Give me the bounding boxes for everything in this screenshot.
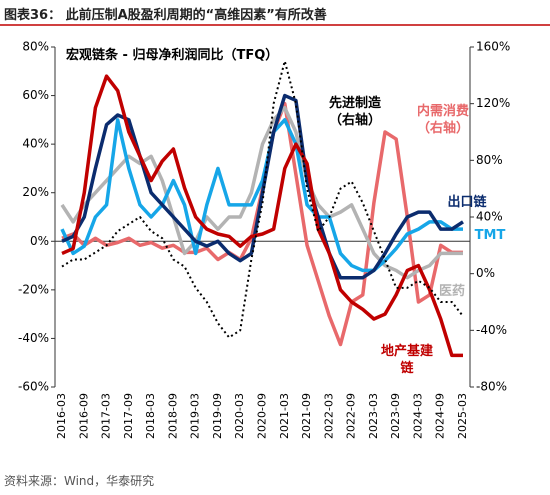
x-tick-label: 2019-03: [189, 393, 202, 439]
y2-tick-label: -80%: [476, 380, 507, 394]
chart-title: 图表36： 此前压制A股盈利周期的“高维因素”有所改善: [4, 8, 327, 23]
y2-tick-label: 40%: [476, 210, 503, 224]
x-tick-label: 2019-09: [211, 393, 224, 439]
y-tick-label: -60%: [18, 380, 49, 394]
x-tick-label: 2016-03: [55, 393, 68, 439]
y2-tick-label: 160%: [476, 40, 510, 54]
x-tick-label: 2020-09: [256, 393, 269, 439]
y2-tick-label: 0%: [476, 266, 495, 280]
series-label: 地产基建链: [380, 344, 433, 376]
y-tick-label: 0%: [30, 234, 49, 248]
x-tick-label: 2022-09: [345, 393, 358, 439]
x-tick-label: 2024-03: [411, 393, 424, 439]
y2-tick-label: -40%: [476, 323, 507, 337]
y2-tick-label: 120%: [476, 96, 510, 110]
x-tick-label: 2020-03: [233, 393, 246, 439]
x-tick-label: 2022-03: [322, 393, 335, 439]
x-tick-label: 2017-09: [122, 393, 135, 439]
series-label: 内需消费（右轴）: [416, 104, 469, 136]
y2-tick-label: 80%: [476, 153, 503, 167]
y-tick-label: -20%: [18, 282, 49, 296]
series-label: 先进制造（右轴）: [328, 96, 381, 128]
source-note: 资料来源：Wind，华泰研究: [4, 474, 155, 488]
series-label: 医药: [438, 284, 465, 299]
chart-subtitle: 宏观链条 - 归母净利润同比（TFQ）: [66, 48, 279, 63]
y-tick-label: 60%: [22, 88, 49, 102]
x-tick-label: 2017-03: [100, 393, 113, 439]
y-tick-label: 40%: [22, 137, 49, 151]
x-tick-label: 2021-03: [278, 393, 291, 439]
x-tick-label: 2018-03: [144, 393, 157, 439]
series-line: [61, 74, 463, 358]
x-tick-label: 2023-09: [389, 393, 402, 439]
y-tick-label: -40%: [18, 331, 49, 345]
x-tick-label: 2023-03: [367, 393, 380, 439]
x-tick-label: 2025-03: [456, 393, 469, 439]
y-tick-label: 20%: [22, 185, 49, 199]
x-tick-label: 2018-09: [166, 393, 179, 439]
x-tick-label: 2021-09: [300, 393, 313, 439]
series-line: [61, 60, 464, 339]
y-tick-label: 80%: [22, 40, 49, 54]
series-line: [60, 105, 463, 280]
series-line: [61, 93, 464, 280]
series-label: 出口链: [447, 195, 487, 210]
x-tick-label: 2016-09: [77, 393, 90, 439]
x-tick-label: 2024-09: [434, 393, 447, 439]
series-label: TMT: [474, 228, 506, 243]
series-line: [60, 118, 463, 273]
